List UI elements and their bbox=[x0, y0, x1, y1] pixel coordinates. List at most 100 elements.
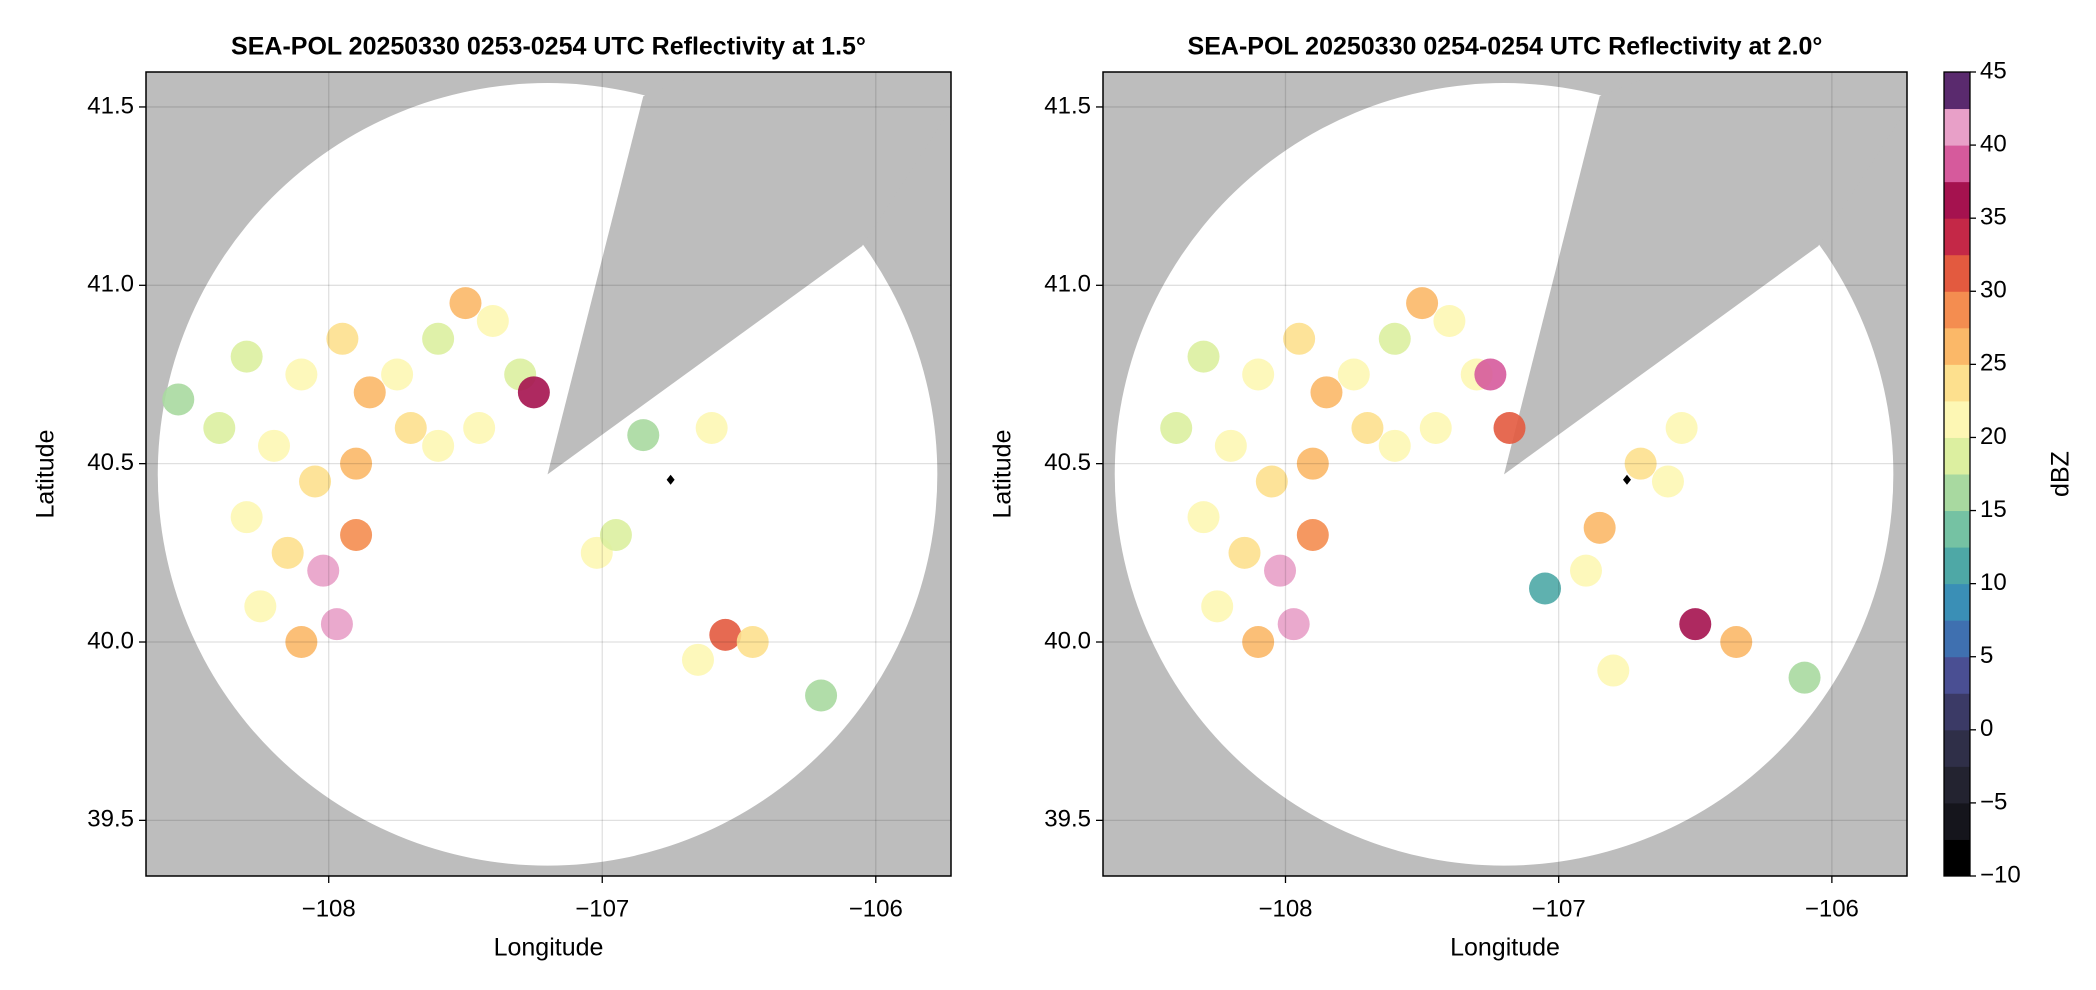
colorbar-tick-label: 35 bbox=[1980, 204, 2007, 231]
x-tick-label: −108 bbox=[1258, 895, 1312, 922]
echo-cell bbox=[1679, 608, 1712, 641]
echo-cell bbox=[1493, 411, 1526, 444]
colorbar-tick-label: 15 bbox=[1980, 496, 2007, 523]
echo-cell bbox=[805, 679, 838, 712]
echo-cell bbox=[1214, 429, 1247, 462]
colorbar-bin bbox=[1944, 72, 1970, 110]
colorbar-tick-label: 30 bbox=[1980, 277, 2007, 304]
echo-cell bbox=[1160, 411, 1193, 444]
echo-cell bbox=[681, 643, 714, 676]
colorbar-bin bbox=[1944, 802, 1970, 840]
echo-cell bbox=[285, 626, 318, 659]
echo-cell bbox=[258, 429, 291, 462]
x-axis-label: Longitude bbox=[1450, 934, 1560, 962]
y-tick-label: 40.0 bbox=[87, 627, 134, 654]
colorbar-tick-label: 5 bbox=[1980, 642, 1993, 669]
echo-cell bbox=[230, 501, 263, 534]
echo-cell bbox=[1277, 608, 1310, 641]
echo-cell bbox=[326, 322, 359, 355]
colorbar-bin bbox=[1944, 474, 1970, 512]
radar-site bbox=[666, 474, 675, 485]
colorbar-bin bbox=[1944, 583, 1970, 621]
echo-cell bbox=[1406, 287, 1439, 320]
echo-cell bbox=[1337, 358, 1370, 391]
beam-blockage bbox=[547, 72, 951, 475]
colorbar-bin bbox=[1944, 145, 1970, 183]
echo-cell bbox=[271, 536, 304, 569]
y-tick-label: 41.0 bbox=[1044, 271, 1091, 298]
colorbar-bin bbox=[1944, 400, 1970, 438]
echo-cell bbox=[1201, 590, 1234, 623]
echo-cell bbox=[1378, 322, 1411, 355]
y-tick-label: 41.0 bbox=[87, 271, 134, 298]
echo-cell bbox=[340, 518, 373, 551]
y-tick-label: 40.0 bbox=[1044, 627, 1091, 654]
echo-cell bbox=[422, 429, 455, 462]
colorbar-bin bbox=[1944, 547, 1970, 585]
colorbar-bin bbox=[1944, 327, 1970, 365]
echo-cell bbox=[1665, 411, 1698, 444]
echo-cell bbox=[320, 608, 353, 641]
echo-cell bbox=[736, 626, 769, 659]
colorbar-tick-label: 10 bbox=[1980, 569, 2007, 596]
colorbar-tick-label: −5 bbox=[1980, 788, 2007, 815]
colorbar-bin bbox=[1944, 364, 1970, 402]
echo-cell bbox=[1651, 465, 1684, 498]
echo-cell bbox=[285, 358, 318, 391]
y-axis-label: Latitude bbox=[32, 430, 60, 519]
plot-area bbox=[146, 72, 951, 876]
colorbar-bin bbox=[1944, 729, 1970, 767]
echo-cell bbox=[1529, 572, 1562, 605]
y-tick-label: 41.5 bbox=[87, 92, 134, 119]
echo-cell bbox=[1296, 447, 1329, 480]
echo-cell bbox=[299, 465, 332, 498]
echo-cell bbox=[1242, 626, 1275, 659]
echo-cell bbox=[1264, 554, 1297, 587]
echo-cell bbox=[244, 590, 277, 623]
echo-cell bbox=[599, 518, 632, 551]
axes-frame bbox=[145, 71, 952, 877]
y-tick-label: 40.5 bbox=[87, 449, 134, 476]
axes-frame bbox=[1102, 71, 1908, 877]
echo-cell bbox=[394, 411, 427, 444]
radar-site bbox=[1622, 474, 1631, 485]
echo-cell bbox=[1788, 661, 1821, 694]
chart-title: SEA-POL 20250330 0254-0254 UTC Reflectiv… bbox=[1188, 33, 1823, 61]
colorbar-bin bbox=[1944, 656, 1970, 694]
colorbar-bin bbox=[1944, 510, 1970, 548]
echo-cell bbox=[1433, 304, 1466, 337]
colorbar-bin bbox=[1944, 766, 1970, 804]
echo-cell bbox=[1187, 340, 1220, 373]
echo-cell bbox=[307, 554, 340, 587]
colorbar-tick-label: 40 bbox=[1980, 130, 2007, 157]
echo-cell bbox=[1255, 465, 1288, 498]
y-tick-label: 40.5 bbox=[1044, 449, 1091, 476]
echo-cell bbox=[1419, 411, 1452, 444]
colorbar-frame bbox=[1943, 71, 1971, 877]
echo-cell bbox=[340, 447, 373, 480]
x-tick-label: −107 bbox=[1532, 895, 1586, 922]
x-tick-label: −107 bbox=[575, 895, 629, 922]
x-tick-label: −108 bbox=[302, 895, 356, 922]
echo-cell bbox=[230, 340, 263, 373]
colorbar-bin bbox=[1944, 291, 1970, 329]
echo-cell bbox=[1351, 411, 1384, 444]
colorbar-bin bbox=[1944, 620, 1970, 658]
echo-cell bbox=[695, 411, 728, 444]
echo-cell bbox=[476, 304, 509, 337]
x-tick-label: −106 bbox=[849, 895, 903, 922]
colorbar-tick-label: 20 bbox=[1980, 423, 2007, 450]
colorbar-tick-label: 25 bbox=[1980, 350, 2007, 377]
echo-cell bbox=[381, 358, 414, 391]
echo-cell bbox=[162, 383, 195, 416]
echo-cell bbox=[517, 376, 550, 409]
colorbar-bin bbox=[1944, 693, 1970, 731]
beam-blockage bbox=[1504, 72, 1907, 475]
echo-cell bbox=[1720, 626, 1753, 659]
echo-cell bbox=[1570, 554, 1603, 587]
y-tick-label: 41.5 bbox=[1044, 92, 1091, 119]
echo-cell bbox=[422, 322, 455, 355]
colorbar-bin bbox=[1944, 437, 1970, 475]
echo-cell bbox=[1583, 511, 1616, 544]
echo-cell bbox=[463, 411, 496, 444]
